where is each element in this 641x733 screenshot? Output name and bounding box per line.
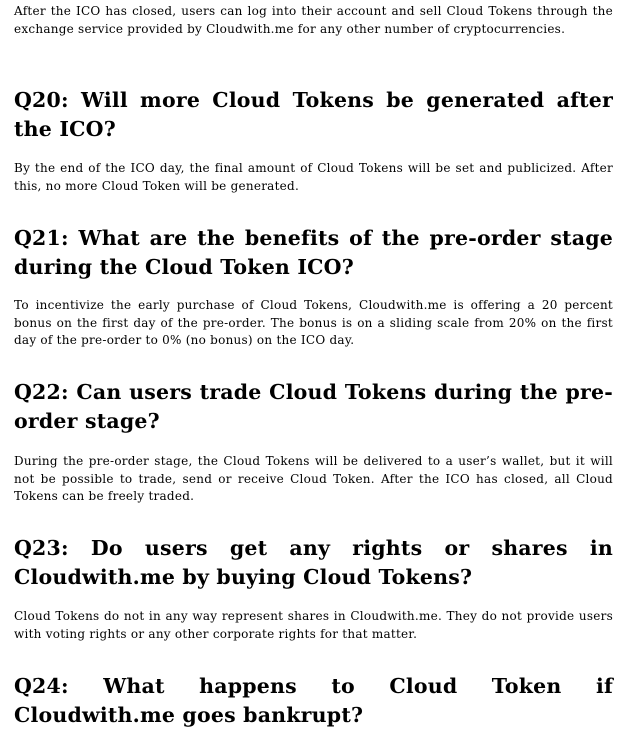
question-q20: Q20: Will more Cloud Tokens be generated… <box>14 88 613 141</box>
question-q24: Q24: What happens to Cloud Token if Clou… <box>14 674 613 727</box>
answer-q21: To incentivize the early purchase of Clo… <box>14 298 613 347</box>
answer-q22: During the pre-order stage, the Cloud To… <box>14 454 613 503</box>
answer-q20: By the end of the ICO day, the final amo… <box>14 161 613 193</box>
intro-paragraph: After the ICO has closed, users can log … <box>14 4 613 36</box>
question-q22: Q22: Can users trade Cloud Tokens during… <box>14 380 613 433</box>
answer-q23: Cloud Tokens do not in any way represent… <box>14 609 613 641</box>
question-q21: Q21: What are the benefits of the pre-or… <box>14 226 613 279</box>
question-q23: Q23: Do users get any rights or shares i… <box>14 536 613 589</box>
